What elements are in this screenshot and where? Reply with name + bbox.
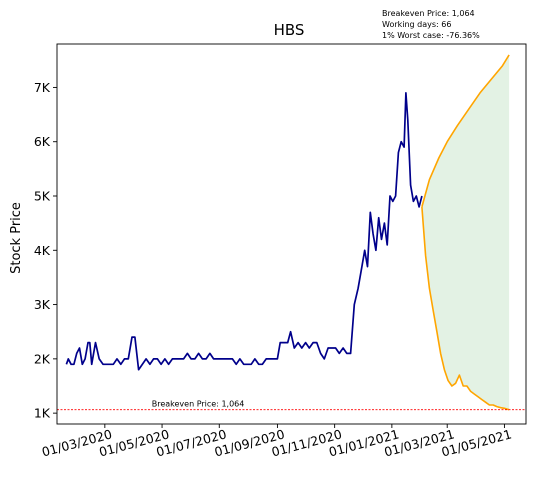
y-tick-label: 7K [34, 80, 51, 95]
y-tick-label: 1K [34, 406, 51, 421]
info-box: Breakeven Price: 1,064 Working days: 66 … [382, 9, 480, 40]
plot-frame [56, 43, 527, 425]
y-tick-label: 3K [34, 297, 51, 312]
info-line-working-days: Working days: 66 [382, 20, 451, 29]
y-tick-label: 6K [34, 134, 51, 149]
info-line-worst-case: 1% Worst case: -76.36% [382, 31, 480, 40]
chart-title: HBS [274, 21, 305, 39]
series-line-history [65, 92, 423, 371]
info-line-breakeven: Breakeven Price: 1,064 [382, 9, 475, 18]
series-layer [65, 54, 510, 411]
forecast-band-layer [421, 54, 510, 410]
breakeven-label: Breakeven Price: 1,064 [152, 400, 245, 409]
y-tick-label: 5K [34, 189, 51, 204]
y-axis-label: Stock Price [9, 202, 24, 274]
series-line-upper [421, 54, 510, 208]
y-tick-label: 4K [34, 243, 51, 258]
y-tick-label: 2K [34, 351, 51, 366]
breakeven-layer: Breakeven Price: 1,064 [57, 400, 526, 411]
forecast-band [421, 54, 510, 410]
series-line-lower [421, 206, 510, 411]
